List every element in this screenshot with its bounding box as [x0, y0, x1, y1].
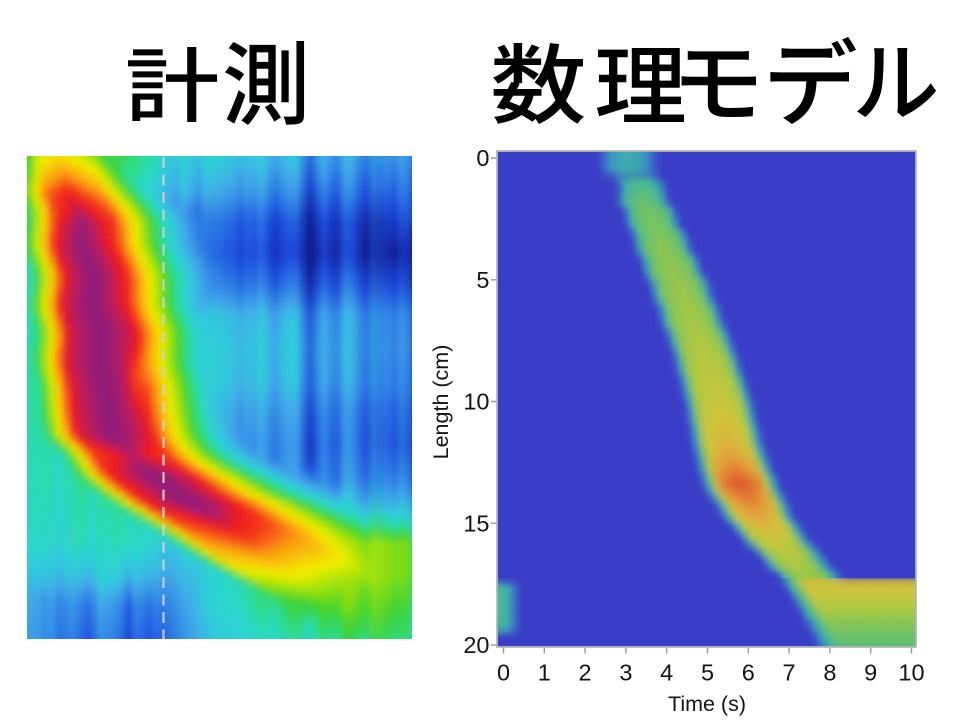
svg-text:7: 7 — [783, 660, 796, 686]
svg-text:20: 20 — [463, 632, 489, 658]
svg-text:9: 9 — [864, 660, 877, 686]
svg-text:5: 5 — [701, 660, 714, 686]
svg-text:6: 6 — [742, 660, 755, 686]
svg-text:2: 2 — [579, 660, 592, 686]
svg-text:3: 3 — [619, 660, 632, 686]
svg-text:8: 8 — [823, 660, 836, 686]
svg-text:4: 4 — [660, 660, 673, 686]
svg-text:Length (cm): Length (cm) — [429, 345, 453, 460]
svg-text:5: 5 — [476, 267, 489, 293]
svg-text:10: 10 — [898, 660, 924, 686]
svg-text:10: 10 — [463, 389, 489, 415]
svg-text:Time (s): Time (s) — [668, 692, 746, 716]
svg-text:15: 15 — [463, 511, 489, 537]
svg-text:0: 0 — [497, 660, 510, 686]
svg-text:0: 0 — [476, 145, 489, 171]
svg-text:1: 1 — [538, 660, 551, 686]
